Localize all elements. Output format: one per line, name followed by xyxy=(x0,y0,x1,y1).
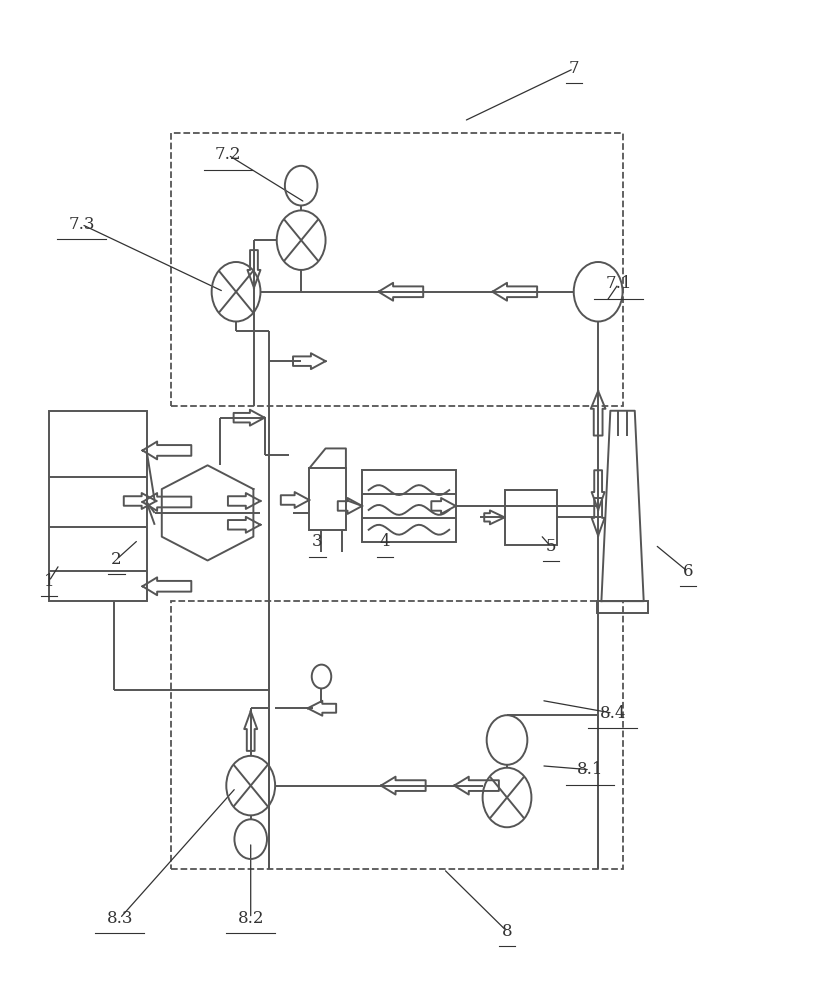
Text: 1: 1 xyxy=(44,573,54,590)
Bar xyxy=(49,411,146,601)
Text: 8: 8 xyxy=(501,923,512,940)
Text: 8.1: 8.1 xyxy=(577,761,603,778)
Text: 5: 5 xyxy=(546,538,556,555)
Bar xyxy=(598,601,648,613)
Bar xyxy=(309,468,346,530)
Text: 7.3: 7.3 xyxy=(68,216,95,233)
Text: 8.3: 8.3 xyxy=(107,910,133,927)
Bar xyxy=(171,601,622,869)
Text: 3: 3 xyxy=(312,533,323,550)
Text: 8.4: 8.4 xyxy=(599,705,626,722)
Text: 4: 4 xyxy=(380,533,390,550)
Text: 7.1: 7.1 xyxy=(605,275,632,292)
Bar xyxy=(171,133,622,406)
Text: 6: 6 xyxy=(682,563,693,580)
Text: 2: 2 xyxy=(111,551,122,568)
Bar xyxy=(505,490,557,545)
Text: 8.2: 8.2 xyxy=(238,910,264,927)
Text: 7.2: 7.2 xyxy=(215,146,241,163)
Bar xyxy=(363,470,455,542)
Text: 7: 7 xyxy=(569,60,579,77)
